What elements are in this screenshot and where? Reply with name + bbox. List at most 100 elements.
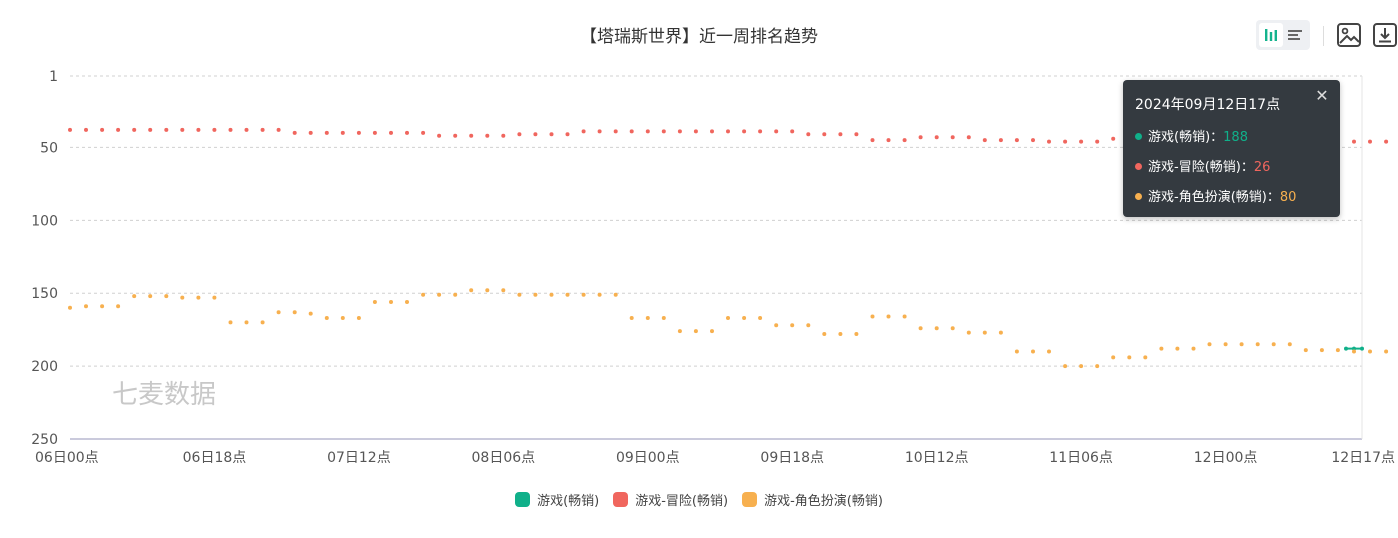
data-point [533, 292, 538, 297]
data-point [886, 314, 891, 319]
data-point [340, 316, 345, 320]
data-point [597, 292, 602, 297]
data-point [196, 295, 201, 300]
data-point [613, 129, 618, 134]
data-point [934, 135, 939, 140]
list-icon[interactable] [1283, 23, 1307, 47]
data-point [645, 316, 650, 320]
data-point [677, 329, 682, 334]
data-point [1384, 349, 1389, 354]
legend-item[interactable]: 游戏-角色扮演(畅销) [742, 490, 883, 509]
data-point [437, 133, 442, 138]
y-tick-label: 50 [40, 140, 58, 156]
data-point [1014, 349, 1019, 354]
data-point [1287, 342, 1292, 347]
data-point [260, 127, 265, 132]
series-dot [1135, 133, 1142, 140]
x-tick-label: 12日00点 [1194, 450, 1258, 466]
data-point [389, 130, 393, 135]
save-image-icon[interactable] [1336, 22, 1362, 48]
data-point [934, 326, 939, 331]
series-dot [1135, 163, 1142, 170]
tooltip-row-value: 188 [1223, 130, 1248, 145]
data-point [790, 129, 795, 134]
data-point [758, 316, 763, 320]
tooltip-row: 游戏(畅销)：188 [1135, 126, 1248, 145]
data-point [1384, 139, 1389, 144]
data-point [100, 127, 105, 132]
data-point [533, 132, 538, 137]
x-tick-label: 08日06点 [472, 450, 536, 466]
data-point [356, 316, 361, 320]
data-point [292, 310, 297, 315]
data-point [1223, 342, 1228, 347]
data-point [998, 138, 1003, 143]
tooltip-row: 游戏-角色扮演(畅销)：80 [1135, 186, 1296, 205]
legend-label: 游戏-角色扮演(畅销) [764, 494, 883, 509]
chart-legend: 游戏(畅销) 游戏-冒险(畅销) 游戏-角色扮演(畅销) [0, 490, 1398, 509]
tooltip-row-value: 26 [1253, 160, 1271, 175]
data-point [581, 292, 586, 297]
data-point [324, 316, 329, 320]
data-point [774, 323, 779, 328]
close-icon[interactable]: ✕ [1315, 86, 1329, 105]
data-point [180, 127, 185, 132]
data-point [1368, 139, 1372, 144]
data-point [469, 288, 474, 293]
toolbar-divider [1323, 26, 1324, 46]
data-point [372, 130, 377, 135]
data-point [565, 292, 570, 297]
data-point [1360, 346, 1364, 351]
data-point [870, 138, 875, 143]
data-point [950, 135, 955, 140]
data-point [453, 133, 458, 138]
data-point [918, 326, 923, 331]
data-point [1175, 346, 1180, 351]
x-tick-label: 11日06点 [1049, 450, 1113, 466]
data-point [180, 295, 185, 300]
data-point [966, 330, 971, 335]
data-point [148, 127, 153, 132]
data-point [597, 129, 602, 134]
view-toggle [1256, 20, 1310, 50]
data-point [340, 130, 345, 135]
data-point [276, 127, 281, 132]
data-point [902, 314, 907, 319]
data-point [68, 127, 72, 132]
data-point [1063, 139, 1068, 144]
data-point [726, 316, 730, 320]
data-point [1344, 346, 1348, 351]
data-point [324, 130, 329, 135]
tooltip-row-label: 游戏-冒险(畅销)： [1148, 160, 1254, 175]
y-tick-label: 100 [31, 213, 58, 229]
data-point [1352, 346, 1356, 351]
series-dot [1135, 193, 1142, 200]
x-tick-label: 06日00点 [35, 450, 99, 466]
download-icon[interactable] [1372, 22, 1398, 48]
y-tick-label: 250 [31, 432, 58, 448]
data-point [998, 330, 1003, 335]
data-point [84, 304, 88, 309]
y-tick-label: 1 [49, 69, 58, 85]
legend-item[interactable]: 游戏(畅销) [515, 490, 599, 509]
data-point [421, 130, 426, 135]
data-point [966, 135, 971, 140]
legend-swatch [613, 492, 629, 507]
bar-chart-icon[interactable] [1259, 23, 1283, 47]
data-point [677, 129, 682, 134]
data-point [1271, 342, 1276, 347]
data-point [116, 304, 121, 309]
data-point [1352, 349, 1356, 354]
data-point [1368, 349, 1372, 354]
legend-item[interactable]: 游戏-冒险(畅销) [613, 490, 728, 509]
data-point [148, 294, 153, 299]
data-point [68, 305, 72, 310]
data-point [886, 138, 891, 143]
data-point [276, 310, 281, 315]
data-point [950, 326, 955, 331]
data-point [260, 320, 265, 325]
data-point [838, 132, 843, 137]
chart-title: 【塔瑞斯世界】近一周排名趋势 [580, 27, 818, 47]
data-point [790, 323, 795, 328]
data-point [982, 138, 987, 143]
